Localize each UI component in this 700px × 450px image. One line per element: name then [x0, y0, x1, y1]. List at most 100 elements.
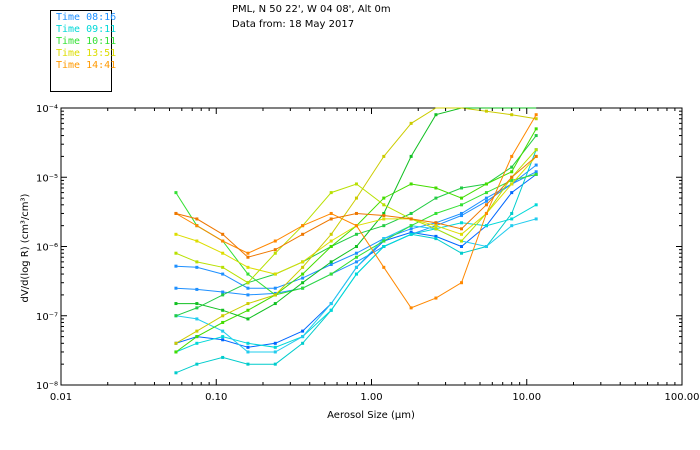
data-point	[382, 237, 386, 241]
data-point	[221, 239, 225, 243]
data-point	[221, 232, 225, 236]
data-point	[434, 221, 438, 225]
data-point	[484, 224, 488, 228]
data-point	[246, 302, 250, 306]
data-point	[460, 232, 464, 236]
data-point	[382, 211, 386, 215]
data-point	[409, 211, 413, 215]
axes-layer: 0.01 0.10 1.00 10.00 100.00 10⁻⁸ 10⁻⁷ 10⁻⁶ 10⁻⁵ 1…	[36, 104, 700, 403]
data-point	[301, 341, 305, 345]
data-point	[195, 329, 199, 333]
data-point	[273, 350, 277, 354]
data-point	[174, 211, 178, 215]
data-point	[434, 227, 438, 231]
data-point	[354, 232, 358, 236]
data-point	[174, 314, 178, 318]
data-point	[301, 329, 305, 333]
data-point	[221, 272, 225, 276]
data-point	[301, 335, 305, 339]
data-point	[301, 272, 305, 276]
data-point	[510, 154, 514, 158]
data-point	[409, 232, 413, 236]
legend: Time 08:16 Time 09:11 Time 10:11 Time 13…	[50, 10, 116, 92]
data-point	[460, 281, 464, 285]
data-point	[460, 239, 464, 243]
data-point	[534, 217, 538, 221]
data-point	[409, 182, 413, 186]
data-point	[534, 127, 538, 131]
data-point	[246, 255, 250, 259]
data-point	[460, 221, 464, 225]
y-tick-label: 10⁻⁷	[36, 312, 58, 323]
data-point	[246, 265, 250, 269]
data-point	[510, 170, 514, 174]
data-point	[221, 290, 225, 294]
data-point	[329, 308, 333, 312]
data-point	[510, 113, 514, 117]
data-point	[409, 230, 413, 234]
data-point	[273, 302, 277, 306]
data-point	[534, 113, 538, 117]
data-point	[273, 239, 277, 243]
data-point	[246, 251, 250, 255]
x-tick-label: 100.00	[665, 392, 700, 403]
data-point	[246, 345, 250, 349]
plot-frame	[60, 107, 683, 386]
data-point	[246, 286, 250, 290]
data-point	[534, 154, 538, 158]
data-point	[510, 191, 514, 195]
data-point	[354, 272, 358, 276]
y-tick-label: 10⁻⁸	[36, 381, 58, 392]
data-point	[510, 178, 514, 182]
data-point	[329, 191, 333, 195]
data-point	[329, 217, 333, 221]
x-tick-label: 0.10	[205, 392, 227, 403]
data-point	[195, 362, 199, 366]
data-point	[195, 239, 199, 243]
legend-entry-1441: Time 14:41	[56, 60, 117, 71]
legend-entry-1011: Time 10:11	[56, 36, 117, 47]
data-point	[195, 265, 199, 269]
data-point	[329, 260, 333, 264]
x-tick-label: 0.01	[50, 392, 72, 403]
data-point	[484, 109, 488, 113]
data-point	[174, 371, 178, 375]
data-point	[329, 262, 333, 266]
data-point	[484, 196, 488, 200]
data-point	[195, 306, 199, 310]
series-line-0	[175, 171, 537, 289]
date-subtitle: Data from: 18 May 2017	[232, 19, 355, 30]
data-point	[221, 265, 225, 269]
data-point	[382, 214, 386, 218]
data-point	[174, 251, 178, 255]
data-point	[434, 113, 438, 117]
data-point	[409, 217, 413, 221]
data-point	[434, 234, 438, 238]
data-point	[434, 296, 438, 300]
data-point	[221, 338, 225, 342]
data-point	[510, 182, 514, 186]
data-point	[354, 211, 358, 215]
data-point	[484, 199, 488, 203]
data-point	[221, 308, 225, 312]
series-line-5	[175, 218, 537, 353]
data-point	[460, 196, 464, 200]
data-point	[174, 350, 178, 354]
data-point	[329, 211, 333, 215]
data-point	[301, 265, 305, 269]
data-point	[354, 251, 358, 255]
data-point	[354, 182, 358, 186]
legend-entry-0911: Time 09:11	[56, 24, 117, 35]
data-point	[195, 341, 199, 345]
data-point	[460, 227, 464, 231]
data-point	[273, 286, 277, 290]
data-point	[382, 224, 386, 228]
data-point	[174, 286, 178, 290]
data-point	[354, 260, 358, 264]
data-point	[484, 211, 488, 215]
data-point	[484, 182, 488, 186]
data-point	[534, 163, 538, 167]
data-point	[382, 245, 386, 248]
data-point	[246, 362, 250, 366]
